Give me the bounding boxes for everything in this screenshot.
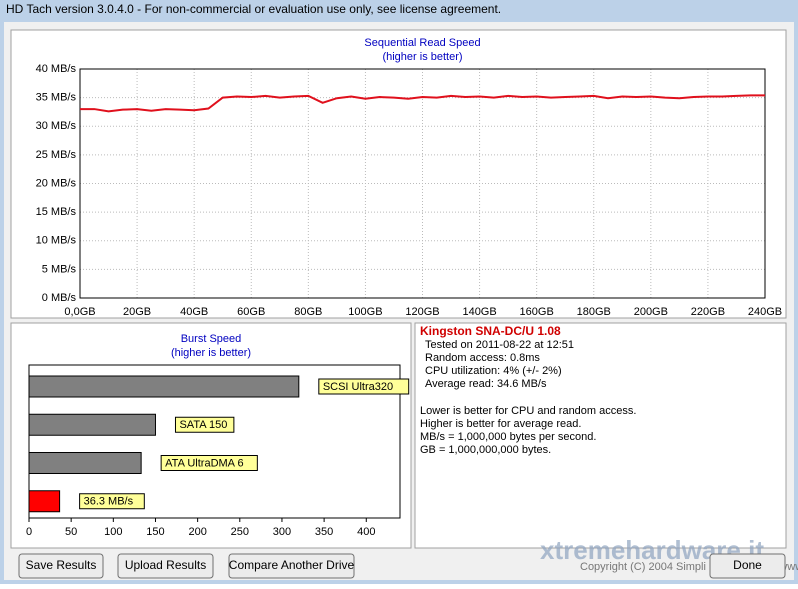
y-tick-label: 20 MB/s — [36, 177, 77, 189]
chart-subtitle: (higher is better) — [382, 51, 462, 63]
drive-stat: Average read: 34.6 MB/s — [425, 378, 547, 390]
window-title: HD Tach version 3.0.4.0 - For non-commer… — [6, 2, 501, 16]
x-tick-label: 150 — [146, 526, 164, 538]
x-tick-label: 160GB — [520, 306, 554, 318]
bar — [28, 375, 300, 398]
x-tick-label: 180GB — [577, 306, 611, 318]
y-tick-label: 15 MB/s — [36, 206, 77, 218]
bar-label: 36.3 MB/s — [84, 496, 134, 508]
x-tick-label: 0 — [26, 526, 32, 538]
button[interactable] — [228, 553, 355, 579]
drive-name: Kingston SNA-DC/U 1.08 — [420, 324, 561, 338]
y-tick-label: 0 MB/s — [42, 292, 77, 304]
bar-label: SATA 150 — [179, 419, 227, 431]
chart-title: Burst Speed — [181, 333, 242, 345]
button[interactable] — [117, 553, 214, 579]
info-note: Lower is better for CPU and random acces… — [420, 405, 636, 417]
x-tick-label: 80GB — [294, 306, 322, 318]
info-note: GB = 1,000,000,000 bytes. — [420, 444, 551, 456]
plot-frame — [79, 68, 766, 299]
x-tick-label: 350 — [315, 526, 333, 538]
bar — [28, 413, 156, 436]
button-label[interactable]: Compare Another Drive — [229, 558, 355, 572]
y-tick-label: 30 MB/s — [36, 120, 77, 132]
chart-title: Sequential Read Speed — [364, 37, 480, 49]
bar-label-box — [318, 378, 410, 395]
y-tick-label: 25 MB/s — [36, 149, 77, 161]
bar-label: SCSI Ultra320 — [323, 381, 393, 393]
drive-stat: Tested on 2011-08-22 at 12:51 — [425, 339, 574, 351]
info-note: MB/s = 1,000,000 bytes per second. — [420, 431, 596, 443]
x-tick-label: 220GB — [691, 306, 725, 318]
button[interactable] — [18, 553, 104, 579]
plot-frame — [28, 364, 401, 519]
info-note: Higher is better for average read. — [420, 418, 581, 430]
bar-label-box — [160, 455, 258, 471]
info-panel — [414, 322, 787, 549]
y-tick-label: 5 MB/s — [42, 263, 77, 275]
button[interactable] — [709, 553, 786, 579]
chart-subtitle: (higher is better) — [171, 347, 251, 359]
drive-stat: CPU utilization: 4% (+/- 2%) — [425, 365, 562, 377]
y-tick-label: 10 MB/s — [36, 235, 77, 247]
bar-label: ATA UltraDMA 6 — [165, 457, 243, 469]
x-tick-label: 40GB — [180, 306, 208, 318]
bar — [28, 452, 142, 474]
x-tick-label: 120GB — [405, 306, 439, 318]
y-tick-label: 40 MB/s — [36, 63, 77, 75]
bar-label-box — [79, 493, 145, 510]
button-label[interactable]: Save Results — [26, 558, 97, 572]
x-tick-label: 100GB — [348, 306, 382, 318]
y-tick-label: 35 MB/s — [36, 92, 77, 104]
button-label[interactable]: Upload Results — [125, 558, 206, 572]
x-tick-label: 200GB — [634, 306, 668, 318]
bar — [28, 490, 61, 513]
read-panel — [10, 29, 787, 319]
button-label[interactable]: Done — [733, 558, 762, 572]
x-tick-label: 60GB — [237, 306, 265, 318]
x-tick-label: 200 — [188, 526, 206, 538]
x-tick-label: 0,0GB — [64, 306, 95, 318]
x-tick-label: 240GB — [748, 306, 782, 318]
x-tick-label: 300 — [273, 526, 291, 538]
x-tick-label: 20GB — [123, 306, 151, 318]
x-tick-label: 50 — [65, 526, 77, 538]
read-line — [80, 94, 765, 113]
x-tick-label: 140GB — [462, 306, 496, 318]
bar-label-box — [174, 416, 235, 433]
x-tick-label: 100 — [104, 526, 122, 538]
x-tick-label: 400 — [357, 526, 375, 538]
x-tick-label: 250 — [231, 526, 249, 538]
drive-stat: Random access: 0.8ms — [425, 352, 540, 364]
